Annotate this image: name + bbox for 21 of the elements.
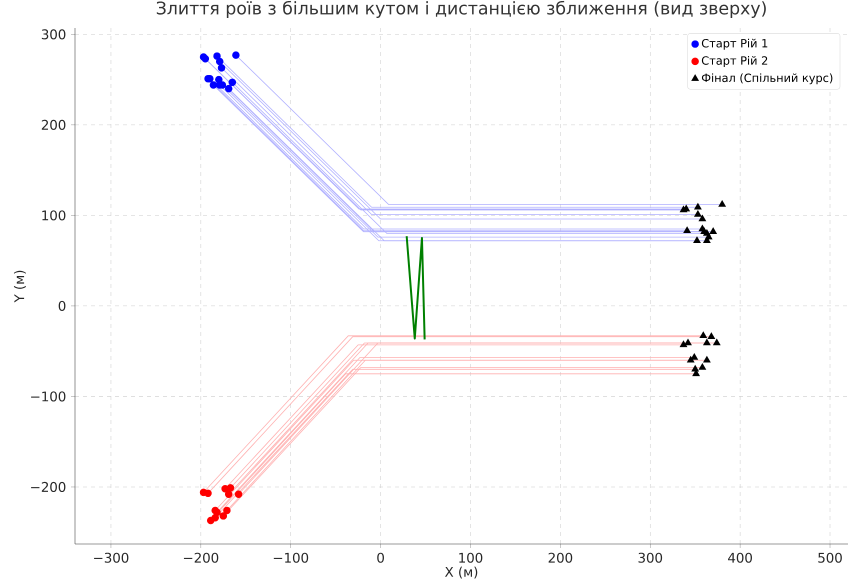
y-tick-label: 100 xyxy=(42,210,66,220)
x-tick-label: 200 xyxy=(548,552,572,563)
x-tick-label: 500 xyxy=(818,552,842,563)
x-tick-label: 400 xyxy=(728,552,752,563)
x-tick-label: 0 xyxy=(377,552,384,563)
chart-title: Злиття роїв з більшим кутом і дистанцією зближення (вид зверху) xyxy=(156,0,766,18)
legend-label: Старт Рій 2 xyxy=(702,56,768,68)
y-tick-label: −100 xyxy=(31,391,66,402)
x-tick-label: 100 xyxy=(459,552,482,563)
legend-label: Фінал (Спільний курс) xyxy=(702,73,832,84)
x-axis-title: X (м) xyxy=(444,566,478,578)
y-tick-label: −200 xyxy=(31,482,66,492)
x-tick-label: −300 xyxy=(94,552,128,563)
y-tick-label: 200 xyxy=(42,120,66,130)
y-tick-label: 0 xyxy=(58,300,66,311)
y-tick-label: 300 xyxy=(42,29,66,40)
legend-label: Старт Рій 1 xyxy=(702,38,768,50)
x-tick-label: −100 xyxy=(274,552,308,563)
y-axis-title: Y (м) xyxy=(14,270,26,302)
x-tick-label: −200 xyxy=(184,552,218,563)
x-tick-label: 300 xyxy=(638,552,662,563)
